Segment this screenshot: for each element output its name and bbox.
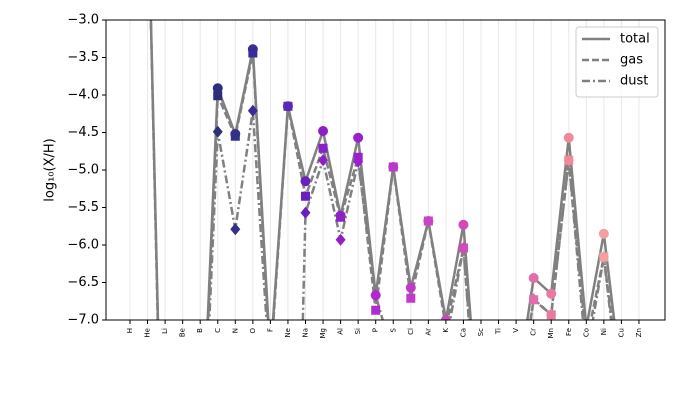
marker xyxy=(371,305,381,315)
marker xyxy=(212,83,223,94)
x-tick-label: Zn xyxy=(635,328,643,337)
y-tick-label: −6.0 xyxy=(67,238,99,253)
marker xyxy=(458,242,469,254)
marker xyxy=(318,154,329,167)
marker xyxy=(405,282,416,293)
marker xyxy=(300,206,311,219)
y-tick-label: −5.5 xyxy=(67,200,99,215)
x-tick-label: P xyxy=(372,328,380,332)
plot-area xyxy=(149,20,616,320)
x-tick-label: Al xyxy=(337,328,345,335)
x-tick-label: H xyxy=(126,328,134,333)
marker xyxy=(440,315,451,320)
x-tick-label: Cl xyxy=(407,328,415,335)
x-tick-label: Cr xyxy=(530,328,538,336)
marker xyxy=(598,228,609,239)
marker xyxy=(212,125,223,138)
legend-box xyxy=(575,26,659,98)
y-tick-label: −6.5 xyxy=(67,275,99,290)
marker xyxy=(230,223,241,236)
x-tick-label: Ne xyxy=(284,328,292,338)
legend-label: dust xyxy=(620,74,648,89)
marker xyxy=(213,91,223,101)
marker xyxy=(353,155,364,168)
y-tick-label: −7.0 xyxy=(67,313,99,328)
marker xyxy=(318,143,328,153)
marker xyxy=(283,101,293,111)
x-tick-label: Be xyxy=(179,328,187,337)
marker xyxy=(546,288,557,299)
marker xyxy=(528,293,539,305)
marker xyxy=(598,251,609,263)
marker xyxy=(423,216,433,226)
marker xyxy=(353,132,364,143)
marker xyxy=(301,191,310,201)
marker xyxy=(406,293,416,303)
x-tick-label: Ti xyxy=(495,328,503,335)
legend-label: total xyxy=(620,32,650,47)
x-tick-label: Mg xyxy=(319,328,327,338)
x-tick-label: Ca xyxy=(459,328,467,337)
x-tick-label: Si xyxy=(354,328,362,334)
x-tick-label: Fe xyxy=(565,328,573,336)
x-tick-label: O xyxy=(249,328,257,334)
marker xyxy=(563,132,574,143)
legend-label: gas xyxy=(620,53,643,68)
y-tick-label: −3.0 xyxy=(67,13,99,28)
x-tick-label: C xyxy=(214,328,222,333)
marker xyxy=(528,273,539,283)
x-tick-label: Na xyxy=(302,328,310,338)
x-tick-label: V xyxy=(512,328,520,333)
marker xyxy=(336,212,346,222)
x-tick-label: S xyxy=(389,327,397,332)
marker xyxy=(388,162,398,172)
x-tick-label: N xyxy=(231,328,239,333)
marker xyxy=(247,104,258,117)
x-tick-label: Ar xyxy=(424,328,432,336)
x-tick-label: Ni xyxy=(600,328,608,335)
y-tick-label: −3.5 xyxy=(67,50,99,65)
marker xyxy=(300,176,311,187)
marker xyxy=(370,289,381,302)
marker xyxy=(546,308,557,320)
marker xyxy=(335,233,346,246)
x-tick-label: Sc xyxy=(477,328,485,336)
x-tick-label: F xyxy=(266,328,274,332)
marker xyxy=(230,131,240,141)
marker xyxy=(248,48,258,58)
y-tick-label: −4.5 xyxy=(67,125,99,140)
y-tick-label: −5.0 xyxy=(67,163,99,178)
x-tick-label: Mn xyxy=(547,328,555,338)
y-tick-label: −4.0 xyxy=(67,88,99,103)
y-axis-label: log₁₀(X/H) xyxy=(43,138,58,201)
marker xyxy=(563,154,574,167)
x-tick-label: B xyxy=(196,328,204,333)
marker xyxy=(458,219,469,230)
x-tick-label: K xyxy=(442,328,450,333)
x-tick-label: He xyxy=(144,328,152,338)
x-tick-label: Co xyxy=(582,328,590,337)
x-tick-label: Cu xyxy=(617,328,625,337)
series-line xyxy=(208,110,613,320)
x-tick-label: Li xyxy=(161,328,169,334)
plot-frame xyxy=(105,19,666,321)
marker xyxy=(318,126,329,136)
